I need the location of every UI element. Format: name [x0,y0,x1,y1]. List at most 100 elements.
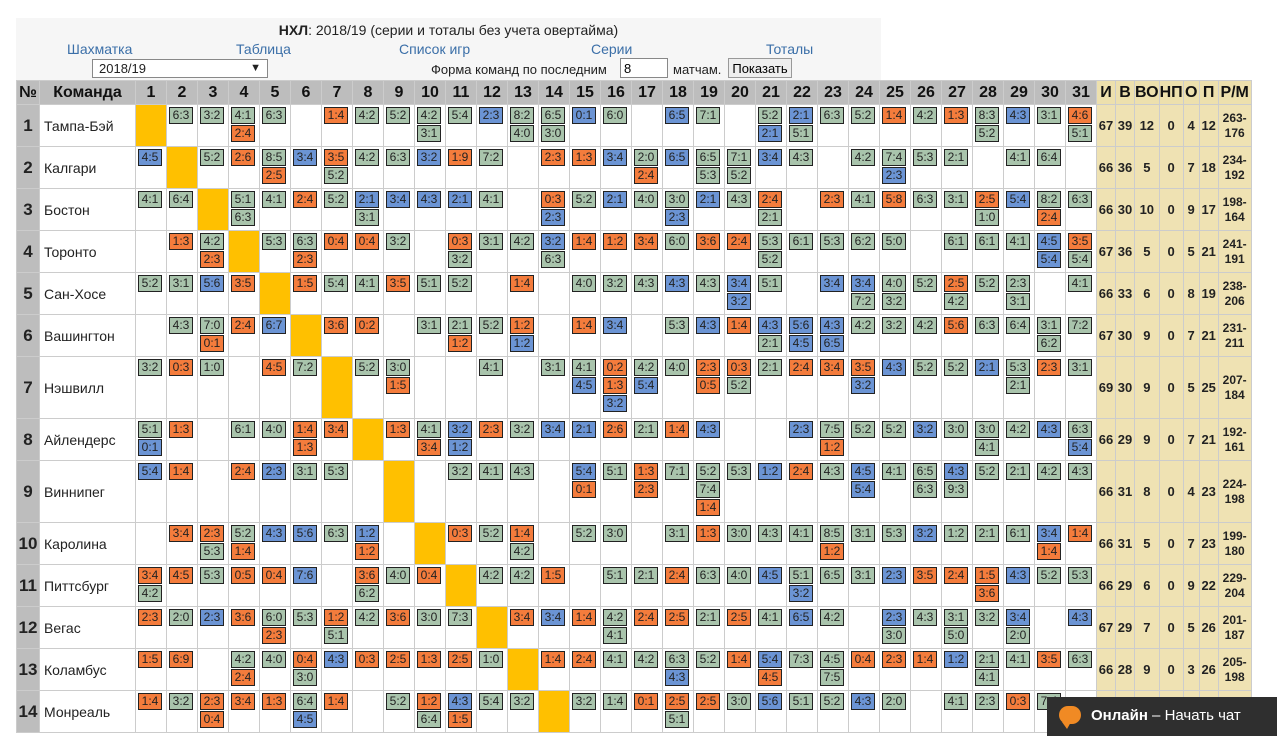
score-box[interactable]: 3:2 [448,251,472,268]
score-box[interactable]: 2:4 [634,609,658,626]
score-box[interactable]: 4:5 [169,567,193,584]
score-box[interactable]: 3:0 [975,421,999,438]
score-box[interactable]: 4:2 [634,359,658,376]
score-box[interactable]: 4:1 [1006,149,1030,166]
score-box[interactable]: 2:6 [603,421,627,438]
score-box[interactable]: 3:4 [417,439,441,456]
score-box[interactable]: 1:2 [510,335,534,352]
score-box[interactable]: 2:3 [200,693,224,710]
score-box[interactable]: 3:4 [169,525,193,542]
score-box[interactable]: 1:4 [727,651,751,668]
score-box[interactable]: 3:2 [882,293,906,310]
score-box[interactable]: 2:1 [789,107,813,124]
col-header-stat-38[interactable]: П [1198,80,1219,105]
score-box[interactable]: 4:2 [851,149,875,166]
score-box[interactable]: 5:1 [324,627,348,644]
score-box[interactable]: 6:5 [696,149,720,166]
score-box[interactable]: 8:5 [262,149,286,166]
score-box[interactable]: 5:2 [324,191,348,208]
score-box[interactable]: 2:3 [200,609,224,626]
score-box[interactable]: 1:4 [572,609,596,626]
score-box[interactable]: 1:4 [882,107,906,124]
score-box[interactable]: 4:3 [758,317,782,334]
score-box[interactable]: 7:0 [200,317,224,334]
score-box[interactable]: 3:1 [293,463,317,480]
score-box[interactable]: 1:2 [944,651,968,668]
score-box[interactable]: 4:3 [262,525,286,542]
team-name[interactable]: Вашингтон [39,314,136,357]
score-box[interactable]: 6:2 [1037,335,1061,352]
score-box[interactable]: 2:5 [448,651,472,668]
score-box[interactable]: 2:3 [479,107,503,124]
score-box[interactable]: 2:3 [665,209,689,226]
score-box[interactable]: 3:4 [231,693,255,710]
score-box[interactable]: 4:2 [417,107,441,124]
score-box[interactable]: 3:4 [541,609,565,626]
team-name[interactable]: Айлендерс [39,418,136,461]
score-box[interactable]: 5:3 [262,233,286,250]
score-box[interactable]: 3:1 [479,233,503,250]
score-box[interactable]: 3:4 [510,609,534,626]
score-box[interactable]: 2:3 [882,167,906,184]
score-box[interactable]: 4:0 [882,275,906,292]
score-box[interactable]: 1:3 [696,525,720,542]
score-box[interactable]: 3:1 [1037,107,1061,124]
score-box[interactable]: 6:3 [231,209,255,226]
score-box[interactable]: 1:2 [417,693,441,710]
score-box[interactable]: 5:4 [479,693,503,710]
score-box[interactable]: 5:1 [231,191,255,208]
score-box[interactable]: 3:2 [913,525,937,542]
team-name[interactable]: Коламбус [39,648,136,691]
score-box[interactable]: 3:6 [696,233,720,250]
score-box[interactable]: 2:4 [231,125,255,142]
score-box[interactable]: 5:2 [727,377,751,394]
score-box[interactable]: 3:2 [510,421,534,438]
score-box[interactable]: 2:3 [262,463,286,480]
score-box[interactable]: 0:3 [1006,693,1030,710]
score-box[interactable]: 3:0 [727,693,751,710]
score-box[interactable]: 5:2 [944,359,968,376]
col-header-stat-39[interactable]: Р/М [1217,80,1252,105]
score-box[interactable]: 5:3 [758,233,782,250]
score-box[interactable]: 2:5 [665,609,689,626]
score-box[interactable]: 3:0 [944,421,968,438]
score-box[interactable]: 3:2 [448,463,472,480]
score-box[interactable]: 2:5 [665,693,689,710]
score-box[interactable]: 7:2 [851,293,875,310]
score-box[interactable]: 4:3 [1006,567,1030,584]
score-box[interactable]: 5:3 [696,167,720,184]
score-box[interactable]: 2:1 [634,567,658,584]
score-box[interactable]: 4:1 [231,107,255,124]
score-box[interactable]: 4:1 [882,463,906,480]
score-box[interactable]: 4:0 [386,567,410,584]
score-box[interactable]: 4:3 [169,317,193,334]
score-box[interactable]: 4:1 [1068,275,1092,292]
score-box[interactable]: 6:5 [665,149,689,166]
score-box[interactable]: 3:2 [603,275,627,292]
score-box[interactable]: 2:3 [541,149,565,166]
score-box[interactable]: 2:1 [1006,377,1030,394]
score-box[interactable]: 5:4 [758,651,782,668]
score-box[interactable]: 2:4 [789,359,813,376]
score-box[interactable]: 4:3 [665,275,689,292]
score-box[interactable]: 2:1 [975,651,999,668]
score-box[interactable]: 4:3 [696,275,720,292]
score-box[interactable]: 2:1 [355,191,379,208]
score-box[interactable]: 1:3 [417,651,441,668]
score-box[interactable]: 6:5 [820,335,844,352]
score-box[interactable]: 5:4 [1006,191,1030,208]
score-box[interactable]: 5:2 [758,107,782,124]
score-box[interactable]: 4:1 [1006,651,1030,668]
team-name[interactable]: Монреаль [39,690,136,733]
score-box[interactable]: 3:5 [913,567,937,584]
score-box[interactable]: 1:2 [944,525,968,542]
score-box[interactable]: 5:4 [634,377,658,394]
score-box[interactable]: 3:2 [541,233,565,250]
score-box[interactable]: 1:5 [138,651,162,668]
score-box[interactable]: 3:5 [851,359,875,376]
score-box[interactable]: 4:2 [1006,421,1030,438]
score-box[interactable]: 3:1 [1037,317,1061,334]
score-box[interactable]: 1:4 [510,275,534,292]
score-box[interactable]: 4:0 [262,421,286,438]
score-box[interactable]: 5:2 [913,359,937,376]
